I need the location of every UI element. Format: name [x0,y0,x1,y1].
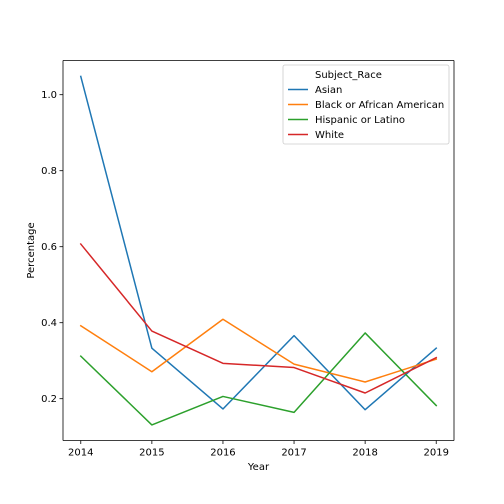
x-axis-title: Year [247,462,270,473]
x-tick-label: 2017 [281,448,306,459]
x-tick-label: 2014 [68,448,93,459]
legend-items: Asian Black or African American Hispanic o… [288,85,444,141]
legend-label: Black or African American [315,100,444,111]
y-tick-label: 0.8 [41,166,57,177]
legend-item: Hispanic or Latino [288,115,405,126]
axes-layer [62,60,455,441]
y-tick-label: 0.2 [41,394,57,405]
series-line-asian [79,75,438,411]
series-layer [79,75,438,426]
series-line-white [79,242,438,394]
y-axis-title: Percentage [26,222,37,278]
x-tick-label: 2019 [424,448,449,459]
legend-label: Asian [315,85,342,96]
y-tick-label: 0.4 [41,318,57,329]
y-tick-label: 1.0 [41,90,57,101]
x-tick-label: 2018 [352,448,377,459]
y-tick-label: 0.6 [41,242,57,253]
series-line-black-or-african-american [79,318,438,383]
series-line-hispanic-or-latino [79,332,438,426]
legend-title: Subject_Race [315,70,382,81]
legend-item: Asian [288,85,342,96]
legend-frame [282,64,450,145]
legend-item: Black or African American [288,100,444,111]
ticks-layer: 2014 2015 2016 2017 2018 2019 0.2 0.4 0.6 0.8 1.0 [41,90,449,458]
x-tick-label: 2016 [210,448,235,459]
legend-label: White [315,130,344,141]
legend-item: White [288,130,344,141]
legend: Subject_Race Asian Black or African Ameri… [282,64,450,145]
x-tick-label: 2015 [139,448,164,459]
legend-label: Hispanic or Latino [315,115,405,126]
